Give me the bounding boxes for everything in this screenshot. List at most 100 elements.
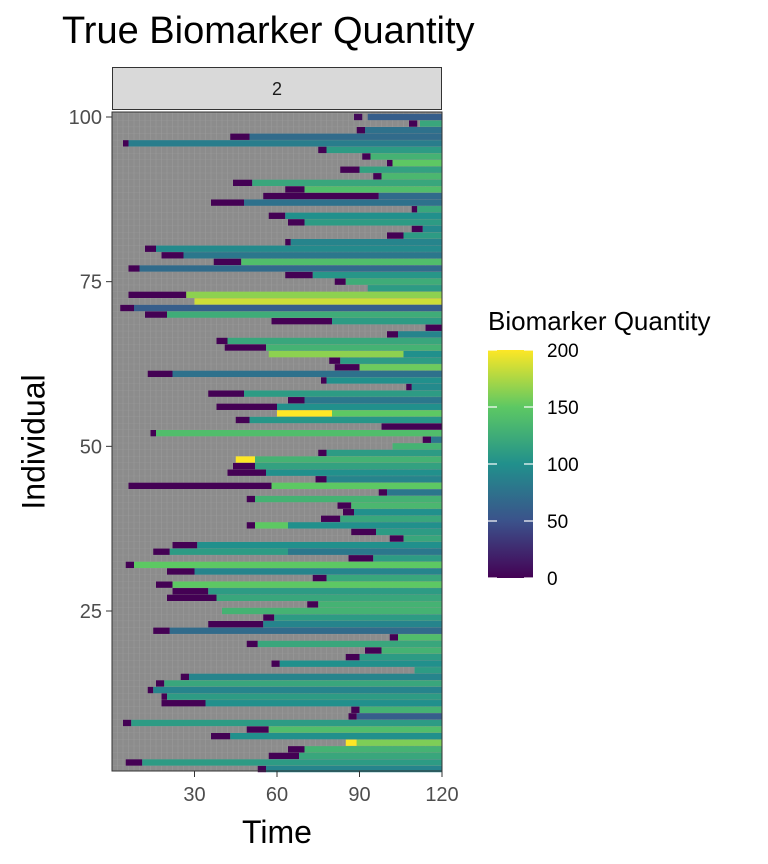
heatmap-cell [169,548,288,555]
heatmap-cell [351,502,442,509]
heatmap-cell [156,245,442,252]
heatmap-cell [381,647,442,654]
heatmap-cell [422,436,431,443]
x-tick-label: 30 [183,784,205,806]
heatmap-cell [230,732,442,740]
heatmap-cell [326,377,442,384]
heatmap-cell [208,588,442,595]
heatmap-cell [409,120,418,127]
heatmap-cell [167,594,217,601]
heatmap-cell [224,344,266,351]
heatmap-cell [285,271,313,279]
heatmap-cell [128,291,187,299]
heatmap-cell [351,528,376,536]
heatmap-cell [356,713,442,720]
heatmap-cell [249,416,442,424]
heatmap-cell [362,153,371,160]
heatmap-cell [172,370,442,378]
legend-break-label: 150 [547,398,579,419]
heatmap-cell [246,495,255,503]
heatmap-cell [216,337,228,345]
legend-break-label: 100 [547,455,579,476]
heatmap-cell [266,765,442,773]
heatmap-cell [241,258,442,266]
heatmap-cell [403,350,442,358]
heatmap-cell [123,719,132,727]
heatmap-cell [235,456,255,463]
heatmap-cell [268,212,286,219]
heatmap-cell [304,186,442,193]
heatmap-cell [263,192,379,200]
heatmap-cell [263,621,442,628]
heatmap-cell [334,364,360,371]
heatmap-cell [304,746,442,753]
heatmap-cell [194,568,442,575]
heatmap-cell [186,291,442,299]
y-tick-label: 75 [80,272,102,294]
heatmap-cell [373,173,382,180]
heatmap-cell [172,588,209,595]
x-tick-label: 90 [348,784,370,806]
heatmap-cell [315,476,327,483]
heatmap-cell [340,515,442,522]
heatmap-cell [153,686,442,694]
heatmap-cell [134,304,442,312]
y-tick-label: 50 [80,436,102,458]
heatmap-cell [266,469,442,476]
x-tick-label: 120 [425,784,458,806]
heatmap-cell [359,653,442,661]
heatmap-cell [398,331,442,338]
heatmap-cell [373,555,442,562]
heatmap-cell [125,561,134,569]
heatmap-cell [128,265,140,272]
heatmap-cell [332,410,442,417]
heatmap-cell [211,732,231,740]
heatmap-cell [351,706,360,713]
heatmap-cell [156,581,173,588]
heatmap-cell [398,634,442,641]
heatmap-cell [134,561,442,569]
heatmap-cell [354,113,363,121]
heatmap-cell [257,640,442,648]
heatmap-cell [367,285,442,292]
heatmap-cell [326,146,442,154]
heatmap-cell [271,318,332,325]
heatmap-cell [246,640,258,648]
legend-break-label: 0 [547,569,558,590]
heatmap-cell [156,429,442,437]
heatmap-cell [263,614,275,621]
heatmap-cell [252,179,442,187]
heatmap-cell [268,350,404,358]
heatmap-cell [345,739,357,746]
heatmap-cell [304,397,442,404]
heatmap-cell [169,627,442,634]
heatmap-cell [167,693,442,700]
heatmap-cell [139,265,442,272]
heatmap-cell [227,337,442,345]
heatmap-cell [288,219,305,226]
heatmap-cell [279,660,442,667]
heatmap-cell [343,509,354,516]
heatmap-cell [304,219,442,226]
heatmap-cell [318,601,442,608]
heatmap-cell [340,166,360,173]
legend-break-label: 50 [547,512,568,533]
heatmap-cell [268,752,299,760]
heatmap-cell [340,357,442,364]
heatmap-cell [318,146,327,154]
heatmap-cell [299,752,442,760]
heatmap-cell [403,535,442,542]
heatmap-cell [194,298,442,305]
heatmap-cell [389,634,398,641]
heatmap-cell [120,304,134,312]
heatmap-cell [161,252,184,259]
heatmap-cell [403,232,442,239]
heatmap-cell [307,601,319,608]
heatmap-cell [345,278,442,285]
heatmap-cell [227,469,266,476]
heatmap-cell [290,238,442,246]
heatmap-cell [235,416,250,424]
heatmap-cell [211,199,244,206]
heatmap-cell [326,476,442,483]
heatmap-cell [246,726,269,733]
